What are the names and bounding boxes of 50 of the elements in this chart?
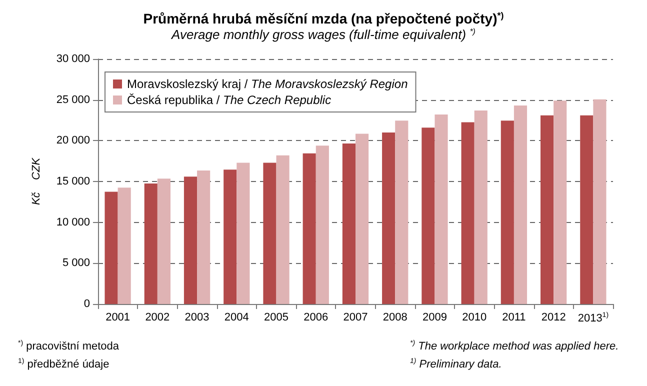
bar: [197, 170, 210, 304]
x-tick-label: 2001: [106, 312, 130, 324]
x-tick-label: 2007: [343, 312, 368, 324]
bar: [157, 178, 170, 304]
y-tick-label: 30 000: [56, 53, 90, 65]
x-tick-label: 2009: [422, 312, 447, 324]
x-tick-label: 2003: [184, 312, 210, 324]
bar: [382, 132, 396, 304]
x-tick-label: 2004: [224, 312, 249, 324]
bar: [302, 153, 316, 304]
y-axis-title: Kč CZK: [30, 157, 42, 206]
legend-label: Moravskoslezský kraj / The Moravskoslezský Region: [127, 77, 408, 91]
chart-subtitle: Average monthly gross wages (full-time equivalent) *): [170, 27, 476, 42]
bar: [514, 106, 528, 304]
y-tick-label: 10 000: [56, 216, 90, 228]
x-tick-label: 2012: [541, 312, 566, 324]
bar: [593, 99, 606, 304]
x-tick-label: 2005: [264, 312, 289, 324]
bar: [580, 115, 594, 304]
x-tick-label: 2006: [304, 312, 328, 324]
bar: [276, 155, 290, 304]
bar: [104, 192, 118, 304]
bar: [263, 162, 276, 304]
y-tick-label: 5 000: [62, 257, 90, 270]
chart-title: Průměrná hrubá měsíční mzda (na přepočtené počty)*): [143, 10, 504, 26]
bar: [144, 184, 158, 304]
y-tick-label: 20 000: [56, 134, 90, 147]
x-tick-label: 2008: [382, 312, 408, 324]
bar: [554, 100, 567, 304]
bar: [356, 134, 369, 304]
bar: [316, 146, 329, 304]
bar: [434, 114, 448, 304]
bar: [461, 122, 474, 304]
bar: [224, 170, 237, 304]
bar: [500, 120, 514, 304]
x-tick-label: 2011: [502, 312, 526, 324]
bar: [342, 144, 356, 304]
bar: [236, 162, 250, 304]
y-tick-label: 25 000: [56, 94, 90, 106]
y-tick-label: 15 000: [56, 176, 90, 188]
legend-label: Česká republika / The Czech Republic: [127, 93, 332, 107]
x-tick-label: 2002: [145, 312, 170, 324]
bar: [184, 176, 198, 304]
bar: [474, 110, 488, 304]
bar: [540, 115, 554, 304]
bar: [118, 188, 131, 304]
y-tick-label: 0: [84, 298, 90, 310]
bar: [395, 120, 408, 304]
bar: [422, 128, 435, 304]
x-tick-label: 2010: [462, 312, 487, 324]
